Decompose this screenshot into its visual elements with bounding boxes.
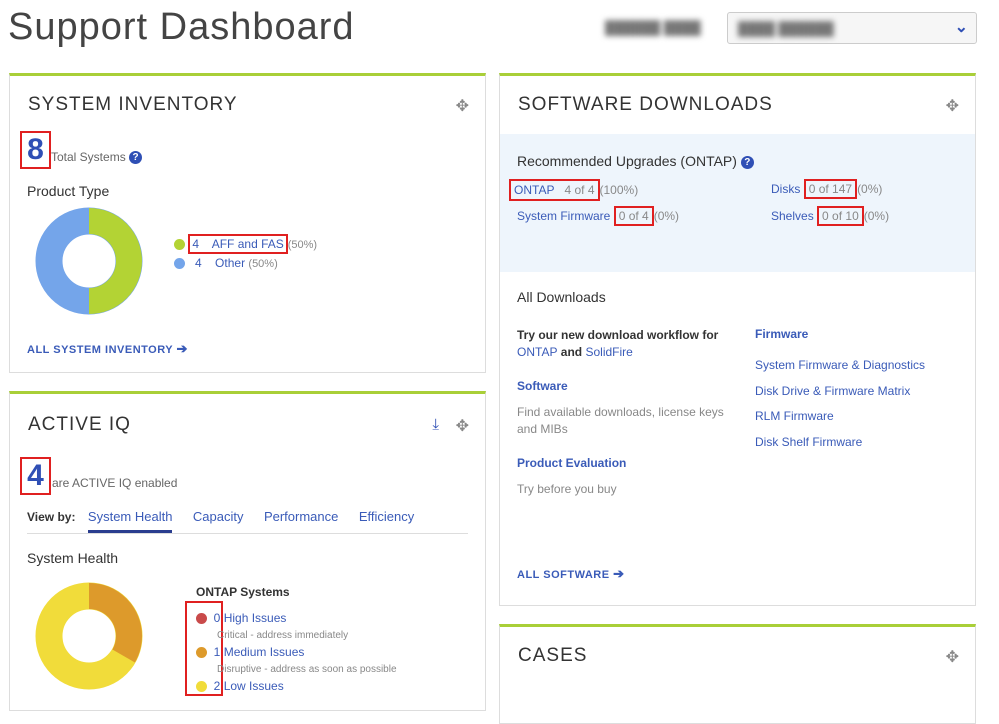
move-icon[interactable]: ✥ [455, 98, 469, 115]
account-select[interactable]: ████ ██████ ⌄ [727, 12, 977, 44]
move-icon[interactable]: ✥ [455, 418, 469, 435]
legend-item[interactable]: 4 Other (50%) [174, 256, 424, 270]
product-type-heading: Product Type [27, 183, 110, 199]
move-icon[interactable]: ✥ [945, 649, 959, 666]
firmware-link-item[interactable]: RLM Firmware [755, 409, 834, 424]
firmware-link[interactable]: Firmware [755, 327, 809, 341]
tab-performance[interactable]: Performance [263, 509, 339, 524]
legend-dot [174, 239, 185, 251]
total-systems-count: 8 [20, 131, 51, 169]
shelves-link[interactable]: Shelves [771, 209, 814, 223]
tab-system-health[interactable]: System Health [87, 509, 173, 533]
system-inventory-panel: SYSTEM INVENTORY ✥ 8 Total Systems ? Pro… [9, 73, 486, 373]
total-systems-label: Total Systems [51, 150, 126, 164]
system-health-heading: System Health [27, 550, 119, 566]
active-iq-count: 4 [20, 457, 51, 495]
disks-link[interactable]: Disks [771, 182, 801, 196]
legend-dot [174, 258, 185, 270]
product-type-donut [35, 207, 143, 315]
firmware-link-item[interactable]: Disk Shelf Firmware [755, 435, 863, 450]
ontap-link[interactable]: ONTAP [514, 183, 555, 197]
donut-slice-aff-fas [89, 208, 142, 314]
donut-slice-medium [89, 583, 143, 663]
issue-item[interactable]: 0 High Issues [196, 610, 397, 627]
all-downloads-heading: All Downloads [517, 289, 606, 305]
panel-title: SOFTWARE DOWNLOADS [518, 94, 773, 115]
active-iq-panel: ACTIVE IQ ⤓ ✥ 4 are ACTIVE IQ enabled Vi… [9, 391, 486, 711]
system-firmware-link[interactable]: System Firmware [517, 209, 611, 223]
tab-capacity[interactable]: Capacity [192, 509, 244, 524]
help-icon[interactable]: ? [740, 155, 754, 169]
solidfire-link[interactable]: SolidFire [585, 345, 633, 359]
firmware-link-item[interactable]: System Firmware & Diagnostics [755, 358, 926, 372]
chevron-down-icon: ⌄ [954, 19, 968, 36]
active-iq-label: are ACTIVE IQ enabled [52, 476, 178, 490]
move-icon[interactable]: ✥ [945, 98, 959, 115]
download-icon[interactable]: ⤓ [432, 416, 439, 433]
cases-panel: CASES ✥ [499, 624, 976, 724]
legend-item[interactable]: 4 AFF and FAS (50%) [174, 234, 424, 254]
issue-desc: Disruptive - address as soon as possible [217, 664, 397, 675]
arrow-circle-icon: ➔ [176, 341, 188, 356]
all-software-link[interactable]: ALL SOFTWARE ➔ [517, 566, 625, 581]
tab-efficiency[interactable]: Efficiency [358, 509, 415, 524]
ontap-systems-heading: ONTAP Systems [196, 585, 290, 599]
eval-desc: Try before you buy [517, 482, 617, 496]
arrow-circle-icon: ➔ [613, 566, 625, 581]
page-title: Support Dashboard [8, 6, 355, 48]
panel-title: CASES [518, 645, 588, 666]
firmware-link-item[interactable]: Disk Drive & Firmware Matrix [755, 383, 911, 398]
issue-item[interactable]: 1 Medium Issues [196, 644, 397, 661]
view-by-label: View by: [27, 510, 76, 524]
issue-desc: Critical - address immediately [217, 630, 349, 641]
recommended-upgrades: Recommended Upgrades (ONTAP) ? ONTAP 4 o… [500, 134, 975, 272]
panel-title: ACTIVE IQ [28, 414, 131, 435]
system-health-donut [35, 582, 143, 690]
product-evaluation-link[interactable]: Product Evaluation [517, 456, 627, 470]
all-system-inventory-link[interactable]: ALL SYSTEM INVENTORY ➔ [27, 341, 188, 356]
software-downloads-panel: SOFTWARE DOWNLOADS ✥ Recommended Upgrade… [499, 73, 976, 606]
panel-title: SYSTEM INVENTORY [28, 94, 238, 115]
ontap-workflow-link[interactable]: ONTAP [517, 345, 558, 359]
help-icon[interactable]: ? [129, 151, 143, 165]
account-name: ██████ ████ [605, 20, 701, 35]
recommended-heading: Recommended Upgrades (ONTAP) [517, 153, 737, 169]
software-link[interactable]: Software [517, 379, 568, 393]
issue-item[interactable]: 2 Low Issues [196, 678, 397, 695]
software-desc: Find available downloads, license keys a… [517, 405, 724, 436]
